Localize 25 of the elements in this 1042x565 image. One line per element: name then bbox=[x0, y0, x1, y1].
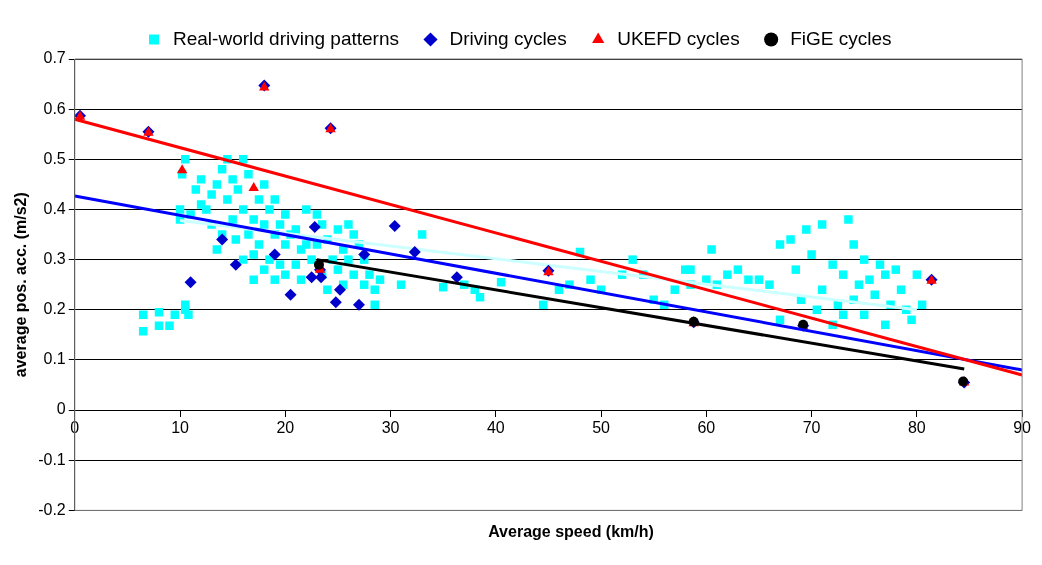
y-tick-label: 0.7 bbox=[43, 49, 66, 67]
y-tick-label: 0.1 bbox=[43, 350, 66, 368]
y-tick-label: 0.2 bbox=[43, 300, 66, 318]
y-tick-label: 0.6 bbox=[43, 99, 66, 117]
legend-label: UKEFD cycles bbox=[617, 27, 740, 49]
y-tick-label: -0.1 bbox=[38, 450, 66, 468]
legend-label: Real-world driving patterns bbox=[173, 27, 400, 49]
y-tick-label: 0.4 bbox=[43, 199, 66, 217]
x-tick-label: 30 bbox=[381, 419, 400, 437]
y-tick-label: 0.3 bbox=[43, 250, 66, 268]
x-tick-label: 50 bbox=[592, 419, 611, 437]
x-axis-title: Average speed (km/h) bbox=[487, 523, 655, 541]
y-axis-title: average pos. acc. (m/s2) bbox=[12, 192, 30, 378]
legend-label: Driving cycles bbox=[449, 27, 567, 49]
y-tick-label: -0.2 bbox=[38, 500, 66, 518]
x-tick-label: 90 bbox=[1013, 419, 1032, 437]
x-tick-label: 70 bbox=[802, 419, 821, 437]
x-tick-label: 60 bbox=[697, 419, 716, 437]
legend-label: FiGE cycles bbox=[790, 27, 892, 49]
y-tick-label: 0 bbox=[56, 400, 66, 418]
y-tick-label: 0.5 bbox=[43, 149, 66, 167]
x-tick-label: 40 bbox=[486, 419, 505, 437]
x-tick-label: 10 bbox=[171, 419, 190, 437]
x-tick-label: 80 bbox=[907, 419, 926, 437]
x-tick-label: 20 bbox=[276, 419, 295, 437]
